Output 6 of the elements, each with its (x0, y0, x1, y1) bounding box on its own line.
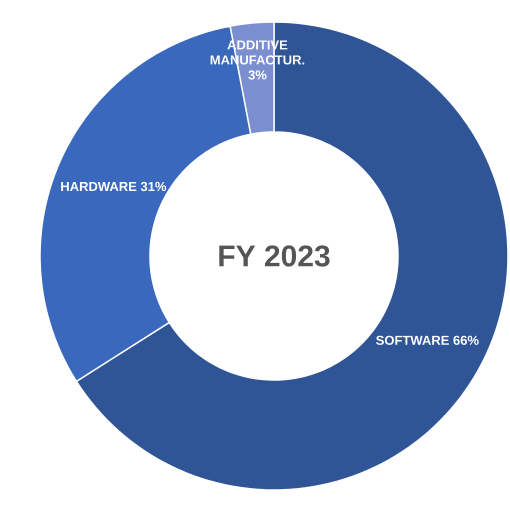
data-label: 3% (248, 70, 266, 80)
slice-label: SOFTWARE (376, 336, 449, 345)
data-label: 31% (140, 182, 166, 192)
data-label: 66% (453, 336, 479, 345)
text: FY 2023 (219, 245, 330, 267)
slice-label: HARDWARE (61, 182, 136, 191)
